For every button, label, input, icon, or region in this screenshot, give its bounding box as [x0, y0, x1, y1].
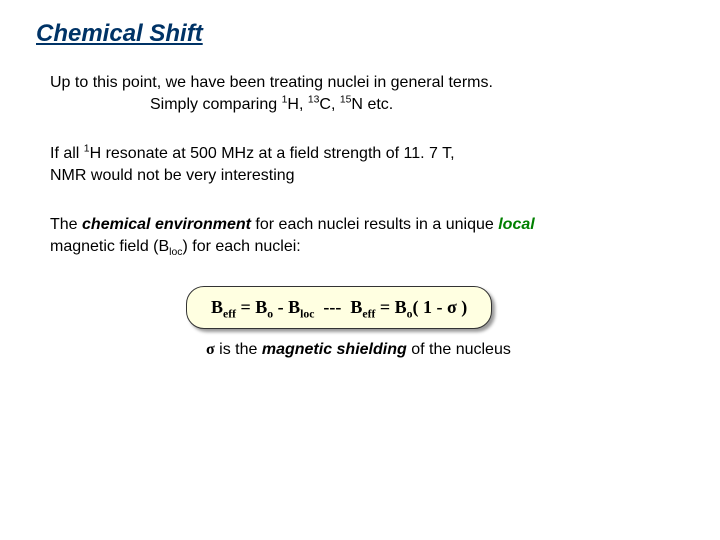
- formula-box: Beff = Bo - Bloc --- Beff = Bo( 1 - σ ): [186, 286, 492, 329]
- sigma-definition: σ is the magnetic shielding of the nucle…: [36, 341, 684, 359]
- term-magnetic-shielding: magnetic shielding: [262, 341, 407, 358]
- formula-container: Beff = Bo - Bloc --- Beff = Bo( 1 - σ ): [36, 286, 684, 329]
- term-local: local: [498, 216, 534, 233]
- intro-line1: Up to this point, we have been treating …: [50, 74, 493, 91]
- intro-line2: Simply comparing 1H, 13C, 15N etc.: [50, 94, 684, 116]
- slide-title: Chemical Shift: [36, 20, 684, 48]
- paragraph-resonance: If all 1H resonate at 500 MHz at a field…: [36, 143, 684, 186]
- paragraph-intro: Up to this point, we have been treating …: [36, 72, 684, 115]
- slide: Chemical Shift Up to this point, we have…: [0, 0, 720, 379]
- term-chemical-environment: chemical environment: [82, 216, 251, 233]
- paragraph-environment: The chemical environment for each nuclei…: [36, 214, 684, 257]
